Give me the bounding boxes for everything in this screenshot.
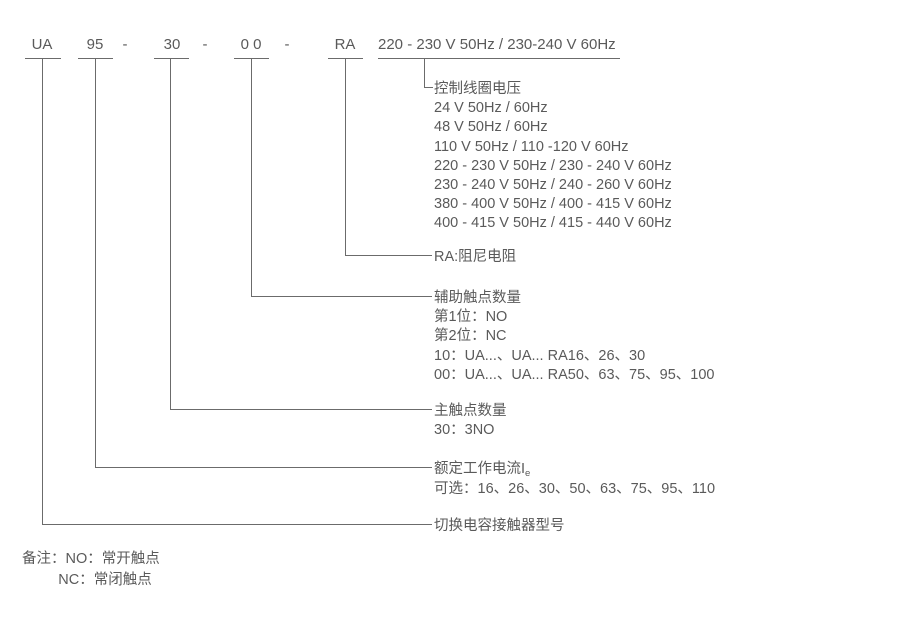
callout-coil-voltage-row-4: 220 - 230 V 50Hz / 230 - 240 V 60Hz — [434, 157, 672, 174]
callout-aux-contacts: 辅助触点数量 第1位：NO 第2位：NC 10：UA...、UA... RA16… — [434, 289, 714, 385]
callout-aux-contacts-title: 辅助触点数量 — [434, 290, 521, 306]
callout-coil-voltage-row-3: 110 V 50Hz / 110 -120 V 60Hz — [434, 138, 629, 155]
callout-damping-resistor-title: RA:阻尼电阻 — [434, 249, 517, 265]
callout-damping-resistor: RA:阻尼电阻 — [434, 248, 516, 267]
callout-main-contacts-title: 主触点数量 — [434, 403, 507, 419]
footer-note-nc: NC：常闭触点 — [22, 572, 152, 588]
callout-aux-contacts-row-4: 00：UA...、UA... RA50、63、75、95、100 — [434, 366, 715, 383]
leader-elbow-main-contacts — [170, 409, 432, 410]
underline-ua — [25, 58, 61, 59]
leader-vertical-rated-current — [95, 58, 96, 468]
code-segment-current: 95 — [86, 36, 104, 53]
callout-aux-contacts-row-1: 第1位：NO — [434, 309, 508, 326]
leader-vertical-coil-voltage — [424, 58, 425, 88]
callout-coil-voltage-row-1: 24 V 50Hz / 60Hz — [434, 100, 548, 117]
code-segment-main-contacts: 30 — [163, 36, 181, 53]
callout-aux-contacts-row-3: 10：UA...、UA... RA16、26、30 — [434, 347, 646, 364]
leader-elbow-model-type — [42, 524, 432, 525]
leader-elbow-rated-current — [95, 467, 432, 468]
code-separator-3: - — [284, 36, 290, 53]
code-separator-2: - — [202, 36, 208, 53]
callout-coil-voltage-title: 控制线圈电压 — [434, 81, 521, 97]
leader-elbow-aux-contacts — [251, 296, 432, 297]
code-segment-coil-voltage: 220 - 230 V 50Hz / 230-240 V 60Hz — [378, 36, 616, 53]
callout-coil-voltage-row-6: 380 - 400 V 50Hz / 400 - 415 V 60Hz — [434, 196, 672, 213]
leader-vertical-ra — [345, 58, 346, 256]
callout-rated-current-title-text: 额定工作电流I — [434, 461, 526, 477]
callout-model-type: 切换电容接触器型号 — [434, 517, 565, 536]
callout-coil-voltage-row-5: 230 - 240 V 50Hz / 240 - 260 V 60Hz — [434, 177, 672, 194]
callout-coil-voltage-row-2: 48 V 50Hz / 60Hz — [434, 119, 548, 136]
leader-vertical-main-contacts — [170, 58, 171, 410]
code-separator-1: - — [122, 36, 128, 53]
underline-main-contacts — [154, 58, 189, 59]
leader-vertical-model-type — [42, 58, 43, 525]
callout-rated-current-title: 额定工作电流Ie — [434, 460, 715, 480]
footer-note-no: 备注：NO：常开触点 — [22, 551, 160, 567]
callout-coil-voltage: 控制线圈电压 24 V 50Hz / 60Hz 48 V 50Hz / 60Hz… — [434, 80, 672, 234]
code-segment-ua: UA — [31, 36, 53, 53]
underline-coil-voltage — [378, 58, 620, 59]
callout-rated-current-subscript: e — [525, 468, 531, 479]
callout-rated-current: 额定工作电流Ie 可选：16、26、30、50、63、75、95、110 — [434, 460, 715, 499]
leader-vertical-aux-contacts — [251, 58, 252, 297]
callout-coil-voltage-row-7: 400 - 415 V 50Hz / 415 - 440 V 60Hz — [434, 215, 672, 232]
code-segment-ra: RA — [334, 36, 356, 53]
callout-rated-current-row-1: 可选：16、26、30、50、63、75、95、110 — [434, 481, 716, 498]
callout-main-contacts: 主触点数量 30：3NO — [434, 402, 507, 440]
leader-elbow-ra — [345, 255, 432, 256]
code-segment-aux-contacts: 0 0 — [240, 36, 262, 53]
callout-main-contacts-row-1: 30：3NO — [434, 422, 495, 439]
leader-elbow-coil-voltage — [424, 87, 433, 88]
callout-aux-contacts-row-2: 第2位：NC — [434, 328, 507, 345]
callout-model-type-title: 切换电容接触器型号 — [434, 518, 565, 534]
